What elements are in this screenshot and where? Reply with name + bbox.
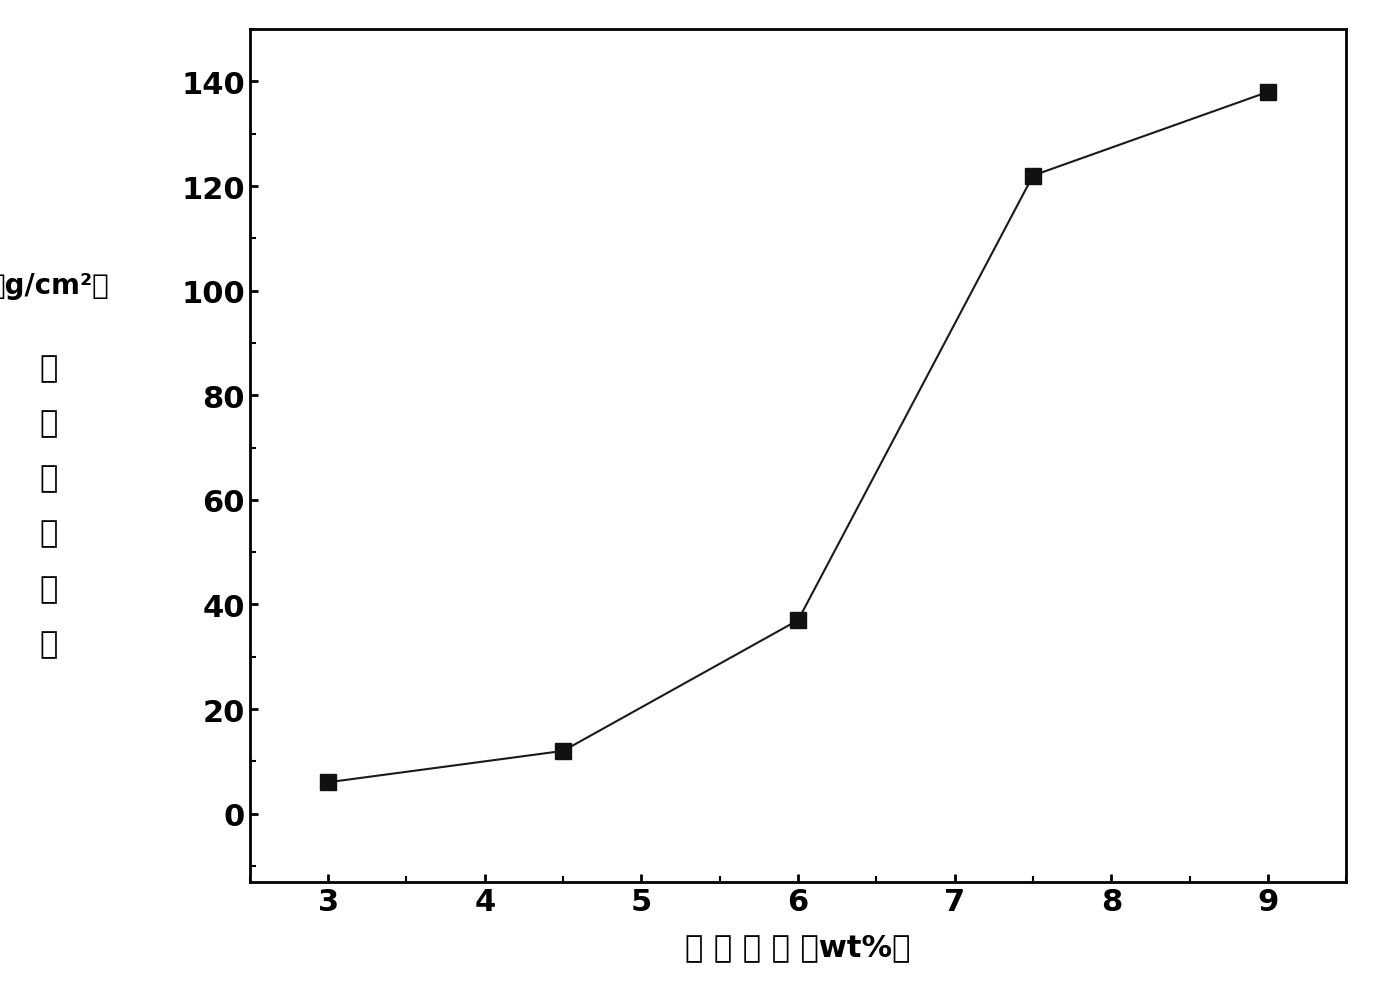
- X-axis label: 明 胶 浓 度 （wt%）: 明 胶 浓 度 （wt%）: [686, 932, 911, 961]
- Text: 胶: 胶: [39, 519, 58, 548]
- Text: 度: 度: [39, 629, 58, 658]
- Text: （g/cm²）: （g/cm²）: [0, 272, 108, 300]
- Text: 明: 明: [39, 354, 58, 383]
- Text: 胶: 胶: [39, 409, 58, 438]
- Text: 凝: 凝: [39, 464, 58, 493]
- Text: 强: 强: [39, 574, 58, 603]
